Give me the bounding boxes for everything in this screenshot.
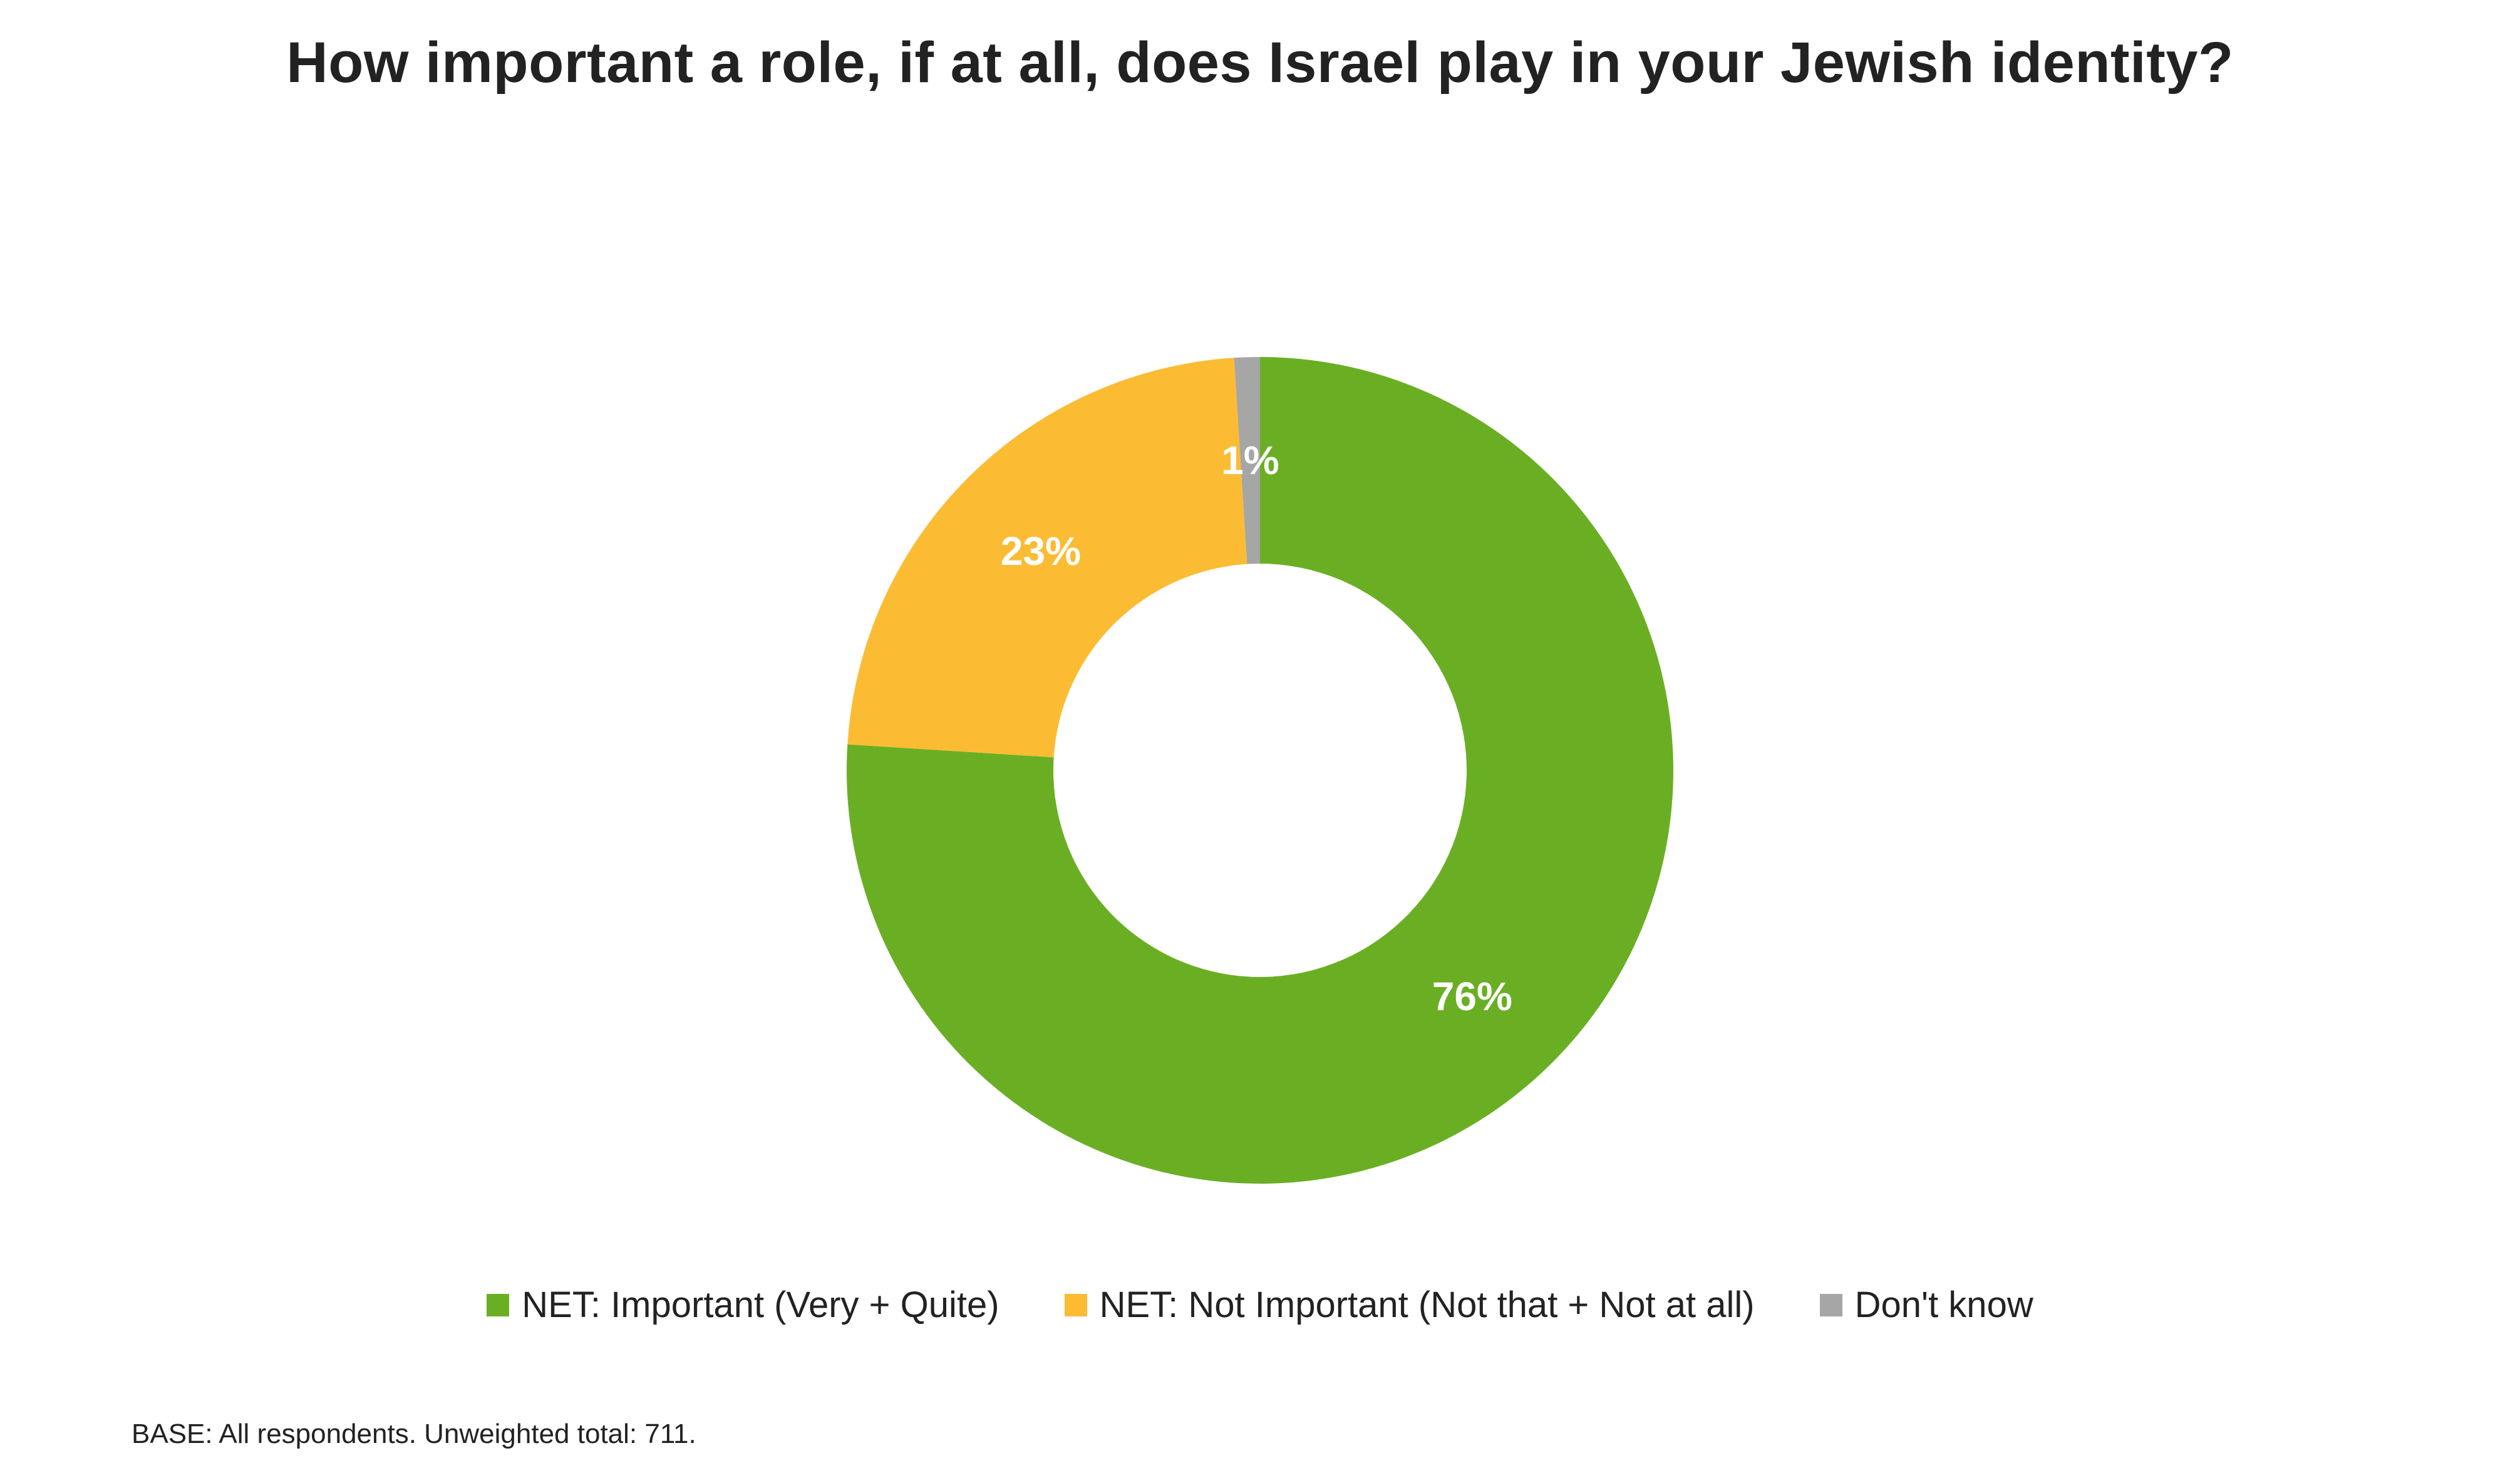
- data-label-dont-know: 1%: [1221, 438, 1279, 483]
- legend: NET: Important (Very + Quite) NET: Not I…: [0, 1284, 2520, 1326]
- legend-label-dont-know: Don't know: [1854, 1285, 2033, 1325]
- donut-slices: [847, 357, 1673, 1184]
- slice-important: [847, 357, 1673, 1184]
- slice-not-important: [847, 358, 1247, 758]
- legend-item-not-important: NET: Not Important (Not that + Not at al…: [1064, 1284, 1755, 1326]
- footnote: BASE: All respondents. Unweighted total:…: [132, 1419, 696, 1449]
- slice-dont-know: [1234, 357, 1260, 564]
- legend-label-important: NET: Important (Very + Quite): [522, 1285, 999, 1325]
- legend-swatch-not-important: [1064, 1293, 1087, 1316]
- legend-label-not-important: NET: Not Important (Not that + Not at al…: [1099, 1285, 1755, 1325]
- donut-data-labels: 76% 23% 1%: [1001, 438, 1512, 1019]
- legend-item-important: NET: Important (Very + Quite): [487, 1284, 999, 1326]
- data-label-important: 76%: [1432, 974, 1512, 1019]
- legend-swatch-dont-know: [1819, 1293, 1842, 1316]
- legend-swatch-important: [487, 1293, 510, 1316]
- data-label-not-important: 23%: [1001, 529, 1081, 574]
- legend-item-dont-know: Don't know: [1819, 1284, 2033, 1326]
- chart-title: How important a role, if at all, does Is…: [286, 31, 2234, 95]
